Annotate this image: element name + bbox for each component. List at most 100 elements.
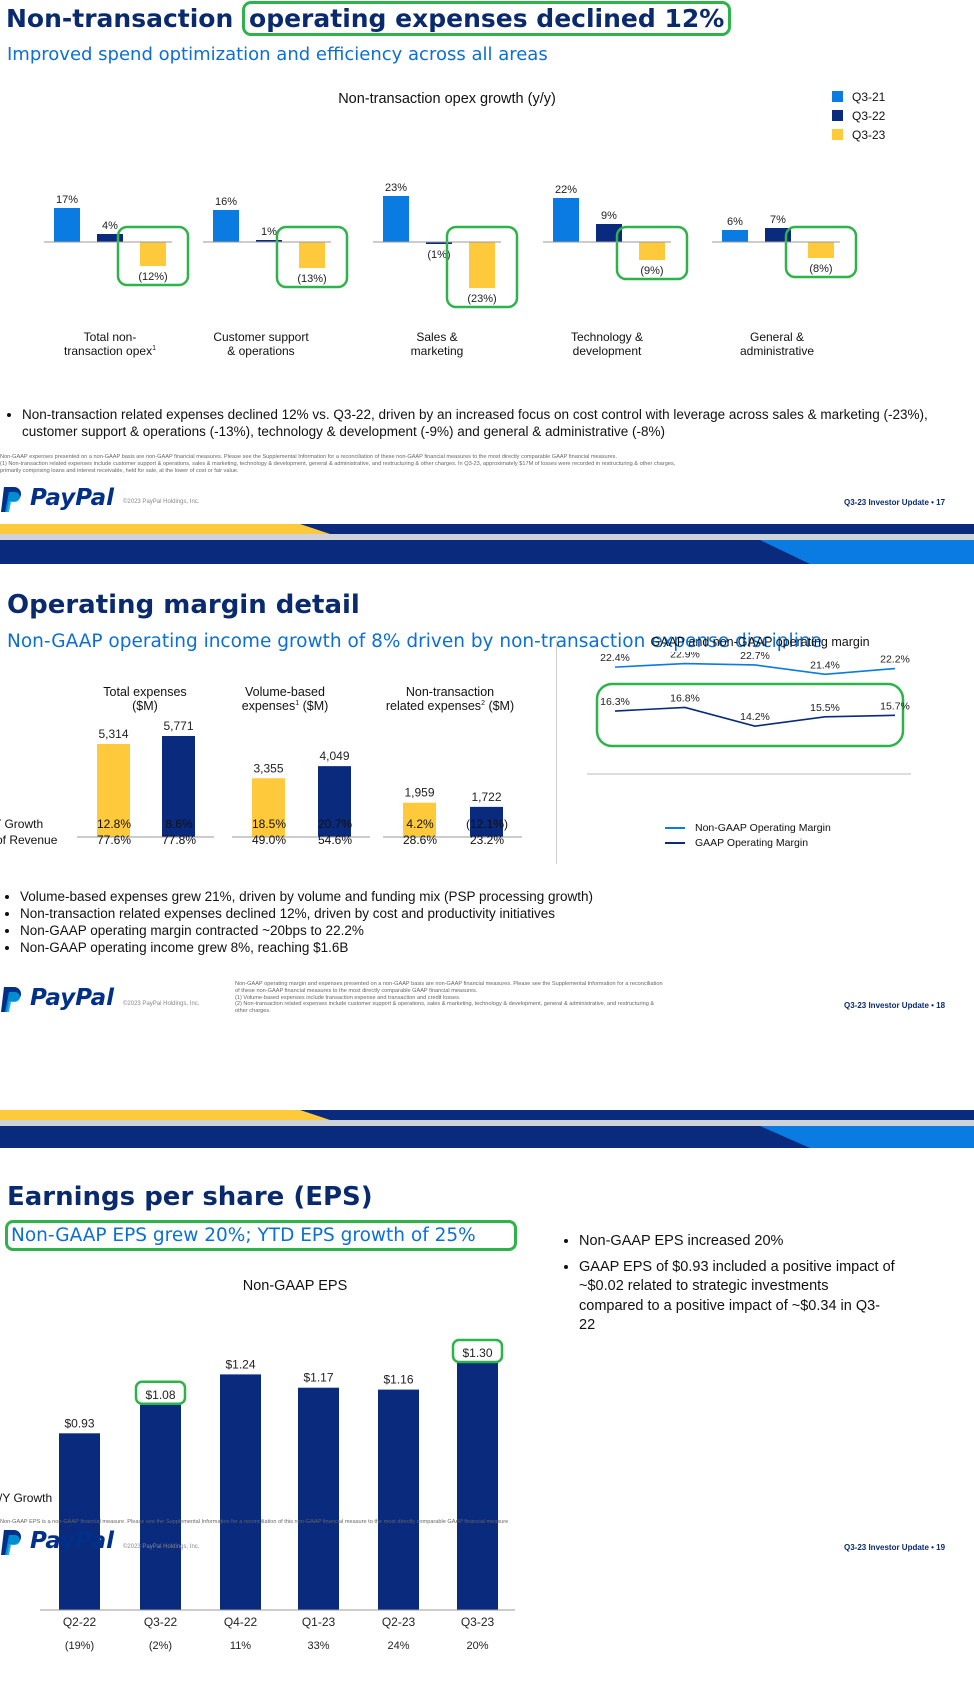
footnote: (1) Volume-based expenses include transa… <box>235 994 461 1001</box>
highlight-box <box>595 682 905 748</box>
legend-label: Non-GAAP Operating Margin <box>695 822 831 834</box>
slide-title: Operating margin detail <box>7 590 360 620</box>
data-label: 6% <box>727 216 743 228</box>
expense-metrics-table: 12.8% 8.6% 77.6% 77.8% 18.5% 20.7% 49.0% 54.6% 4… <box>0 817 560 851</box>
eps-bar <box>59 1433 100 1610</box>
panel-title-line: Total expenses <box>103 685 187 699</box>
data-label: 22.7% <box>740 652 770 662</box>
footnote: primarily comprising loans and interest … <box>0 467 239 474</box>
panel-title-line: Non-transaction <box>405 685 495 699</box>
data-label: (13%) <box>297 273 326 285</box>
legend-swatch-gaap <box>665 842 685 844</box>
bar-q3-22 <box>97 744 130 837</box>
data-label: 1,722 <box>471 790 501 804</box>
data-label: 16.3% <box>600 696 630 708</box>
footnote: of these non-GAAP financial measures to … <box>235 987 478 994</box>
yoy-growth-value: 33% <box>307 1640 329 1652</box>
slide-18: Operating margin detail Non-GAAP operati… <box>0 572 974 1120</box>
footnotes: Non-GAAP expenses presented on a non-GAA… <box>0 454 960 474</box>
opex-growth-chart: Non-transaction opex growth (y/y) 17% 16%… <box>44 90 886 358</box>
data-label: 5,771 <box>163 719 193 733</box>
panel-volume-title: Volume-based expenses1 ($M) <box>215 685 355 713</box>
page-number: Q3-23 Investor Update • 18 <box>844 1001 946 1010</box>
highlight-box <box>445 225 519 309</box>
category-label: General & <box>750 330 804 344</box>
paypal-logo: PayPal <box>0 985 114 1018</box>
category-label: Q2-23 <box>382 1615 416 1629</box>
legend-swatch <box>832 110 843 121</box>
operating-margin-chart: 22.4% 22.9% 22.7% 21.4% 22.2% 16.3% 16.8% 14.2%… <box>587 652 911 775</box>
row-label-revenue: % of Revenue <box>0 833 58 847</box>
panel-title-text: expenses <box>241 699 296 713</box>
pct-revenue-value: 54.6% <box>317 833 353 847</box>
data-label: 1,959 <box>404 786 434 800</box>
data-label: 14.2% <box>740 711 770 723</box>
gaap-margin-line <box>614 706 896 727</box>
chart-title: Non-transaction opex growth (y/y) <box>338 91 556 107</box>
category-label: Q1-23 <box>302 1615 336 1629</box>
highlight-box <box>134 1380 187 1406</box>
panel-total-title: Total expenses ($M) <box>75 685 215 713</box>
footnotes: Non-GAAP operating margin and expenses p… <box>235 981 835 1015</box>
paypal-wordmark: PayPal <box>30 985 114 1011</box>
category-label: Q3-23 <box>461 1615 495 1629</box>
expense-bars-chart: 5,314Q3-225,771Q3-233,355Q3-224,049Q3-23… <box>77 719 522 838</box>
yoy-growth-value: (12.1%) <box>465 817 509 831</box>
paypal-logo: PayPal <box>0 1528 114 1561</box>
legend-label: Q3-21 <box>852 90 886 104</box>
yoy-growth-value: 18.5% <box>251 817 287 831</box>
bar-q3-23 <box>639 242 665 260</box>
bullet-list: Non-GAAP EPS increased 20% GAAP EPS of $… <box>565 1232 895 1336</box>
data-label: 23% <box>385 182 407 194</box>
category-label: transaction opex1 <box>64 344 156 358</box>
margin-chart-title: GAAP and non-GAAP operating margin <box>650 635 870 649</box>
bullet-item: Non-transaction related expenses decline… <box>20 905 946 922</box>
copyright: ©2023 PayPal Holdings, Inc. <box>123 499 200 505</box>
bar-q3-23 <box>162 736 195 837</box>
legend-label: GAAP Operating Margin <box>695 837 809 849</box>
bullet-item: Volume-based expenses grew 21%, driven b… <box>20 888 946 905</box>
bar-q3-22 <box>403 802 436 837</box>
nongaap-margin-line <box>614 662 896 676</box>
data-label: 22% <box>555 184 577 196</box>
bullet-item: Non-GAAP operating margin contracted ~20… <box>20 922 946 939</box>
slide-subtitle-highlighted: Non-GAAP EPS grew 20%; YTD EPS growth of… <box>5 1220 517 1251</box>
bar-q3-22 <box>256 240 282 242</box>
slide-17: Non-transaction operating expenses decli… <box>0 0 974 530</box>
data-label: 21.4% <box>810 659 840 671</box>
eps-chart: $0.93 Q2-22 (19%) $1.08 Q3-22 (2%) $1.24 Q4-22 1… <box>40 1338 515 1652</box>
page-number: Q3-23 Investor Update • 17 <box>844 498 946 507</box>
highlight-box <box>275 225 349 289</box>
pct-revenue-value: 77.6% <box>96 833 132 847</box>
bar-q3-21 <box>213 210 239 242</box>
category-label: Q3-22 <box>144 1615 178 1629</box>
legend-swatch <box>832 91 843 102</box>
row-label-yoy: Y/Y Growth <box>0 817 44 831</box>
title-part-b-highlighted: operating expenses declined 12% <box>242 1 732 36</box>
footnote: Non-GAAP operating margin and expenses p… <box>235 981 663 987</box>
highlight-box <box>784 225 858 279</box>
bar-q3-22 <box>426 242 452 244</box>
data-label: (23%) <box>467 293 496 305</box>
category-label: Customer support <box>213 330 309 344</box>
bullet-list: Volume-based expenses grew 21%, driven b… <box>6 888 946 956</box>
eps-bar <box>457 1363 498 1610</box>
bar-q3-23 <box>808 242 834 258</box>
data-label: 15.5% <box>810 702 840 714</box>
paypal-logo: PayPal <box>0 485 114 518</box>
eps-bar <box>220 1374 261 1610</box>
category-label: administrative <box>740 344 814 358</box>
panel-title-line: related expenses2 ($M) <box>360 699 540 713</box>
pct-revenue-value: 23.2% <box>469 833 505 847</box>
category-label: Sales & <box>416 330 457 344</box>
highlight-box <box>116 225 190 287</box>
slide-subtitle: Non-GAAP operating income growth of 8% d… <box>7 631 822 652</box>
bar-q3-21 <box>383 196 409 242</box>
data-label: 16.8% <box>670 692 700 704</box>
data-label: (1%) <box>427 249 450 261</box>
divider <box>556 640 557 864</box>
footer-stripe <box>0 524 974 564</box>
highlight-box <box>451 1338 504 1364</box>
panel-title-text: related expenses <box>385 699 482 713</box>
bar-q3-23 <box>318 766 351 837</box>
